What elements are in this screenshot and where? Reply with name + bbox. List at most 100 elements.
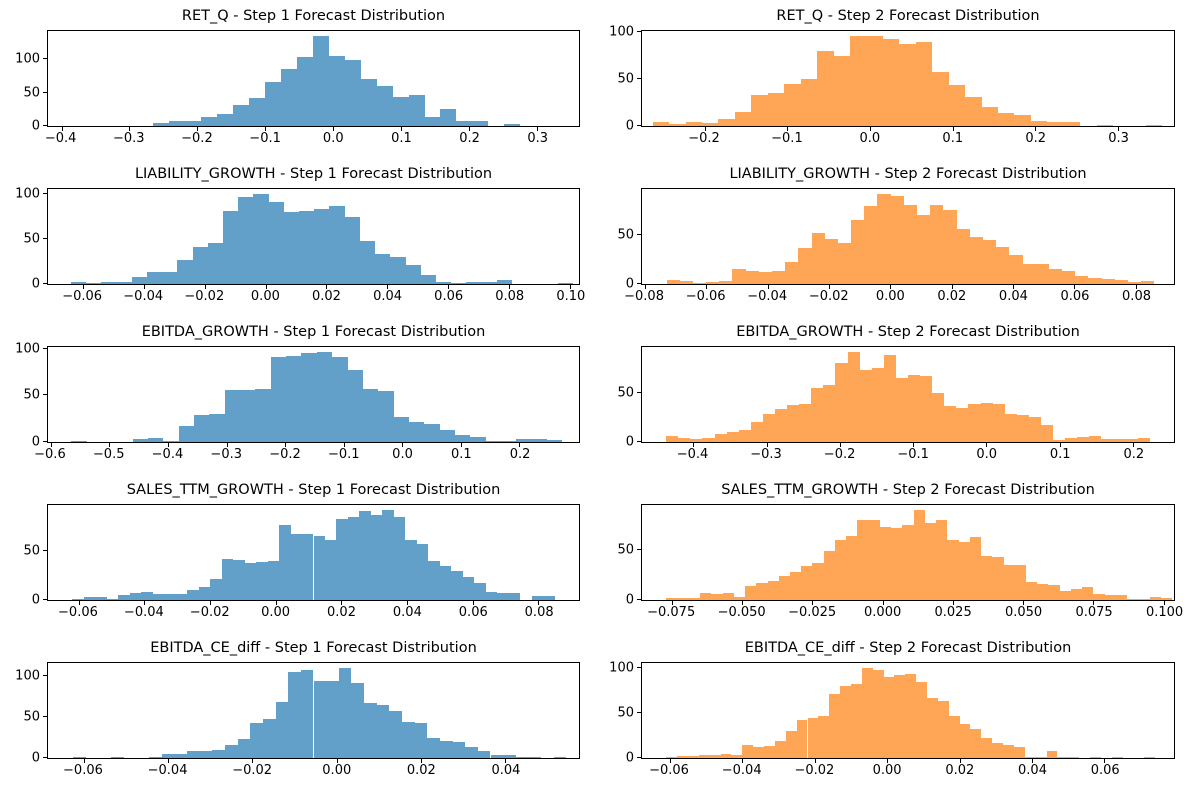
histogram-bar	[405, 539, 417, 600]
histogram-bar	[71, 441, 87, 442]
x-tick-label: 0.02	[327, 605, 356, 620]
x-tick-label: −0.02	[808, 289, 849, 304]
x-tick-label: −0.5	[92, 447, 125, 462]
histogram-bar	[894, 674, 906, 758]
histogram-bar	[262, 718, 276, 758]
x-tick-label: 0.02	[937, 289, 967, 304]
x-tick-label: 0.025	[934, 605, 972, 620]
histogram-bar	[264, 82, 281, 126]
histogram-bar	[420, 275, 436, 284]
x-tick-label: −0.06	[62, 289, 103, 304]
histogram-bar	[164, 594, 176, 600]
x-tick-label: 0.0	[392, 447, 413, 462]
subplot-title: EBITDA_GROWTH - Step 2 Forecast Distribu…	[736, 324, 1080, 340]
x-tick-label: 0.06	[434, 289, 464, 304]
histogram-bar	[1037, 583, 1049, 600]
histogram-bar	[364, 702, 377, 758]
histogram-bar	[516, 439, 532, 442]
x-tick-label: −0.1	[771, 131, 803, 146]
histogram-bar	[1128, 282, 1142, 284]
histogram-bar	[72, 599, 84, 600]
y-tick-mark	[43, 347, 47, 349]
x-tick-label: −0.2	[269, 447, 301, 462]
x-tick-mark	[505, 759, 507, 763]
subplot: EBITDA_GROWTH - Step 2 Forecast Distribu…	[594, 316, 1189, 474]
histogram-bar	[811, 387, 824, 442]
y-tick-label: 100	[15, 186, 40, 202]
histogram-bar	[1004, 414, 1017, 442]
histogram-bar	[313, 680, 327, 758]
histogram-bar	[393, 517, 406, 600]
histogram-bar	[943, 210, 957, 284]
x-tick-mark	[1013, 285, 1015, 289]
x-tick-label: 0.2	[1025, 131, 1047, 146]
x-tick-mark	[1032, 759, 1034, 763]
x-tick-mark	[672, 601, 674, 605]
histogram-bar	[95, 597, 107, 600]
histogram-bar	[956, 407, 969, 442]
histogram-bar	[992, 556, 1004, 600]
histogram-bar	[944, 405, 957, 442]
histogram-bar	[485, 592, 498, 600]
plot-area: 0 50	[617, 188, 1175, 291]
histogram-bar	[224, 389, 241, 442]
histogram-bar	[70, 282, 87, 284]
histogram-bar	[314, 208, 330, 284]
histogram-bar	[163, 441, 179, 442]
histogram-bar	[1062, 271, 1076, 284]
y-tick-label: 0	[31, 750, 40, 766]
histogram-bar	[392, 97, 409, 126]
histogram-bar	[472, 120, 489, 126]
x-tick-mark	[326, 285, 328, 289]
x-tick-mark	[829, 285, 831, 289]
y-tick-mark	[43, 441, 47, 442]
y-tick-label: 0	[31, 592, 40, 608]
histogram-bar	[970, 729, 982, 758]
subplot-title: SALES_TTM_GROWTH - Step 2 Forecast Distr…	[721, 482, 1095, 498]
x-tick-mark	[569, 285, 571, 289]
y-tick-mark	[637, 667, 641, 669]
histogram-bar	[920, 376, 933, 442]
histogram-bar	[864, 206, 878, 284]
x-axis-tick-labels: −0.06 −0.04 −0.02 0.00 0.02 0.04 0.06 0.08	[47, 601, 580, 619]
x-tick-mark	[1104, 759, 1106, 763]
y-tick-mark	[43, 715, 47, 717]
histogram-bar	[408, 95, 425, 126]
histogram-bar	[965, 96, 982, 126]
x-tick-mark	[61, 127, 63, 131]
histogram-bar	[362, 388, 379, 442]
x-tick-label: −0.04	[147, 763, 188, 778]
histogram-bar	[221, 559, 234, 600]
x-tick-mark	[343, 443, 345, 447]
histogram-bar	[850, 683, 862, 758]
x-tick-mark	[870, 127, 871, 131]
y-tick-mark	[43, 58, 47, 60]
y-tick-mark	[637, 599, 641, 600]
x-tick-mark	[536, 127, 538, 131]
x-tick-label: −0.3	[112, 131, 145, 146]
histogram-bar	[300, 670, 314, 758]
histogram-bar	[1016, 415, 1029, 442]
histogram-bar	[690, 439, 703, 442]
x-axis-tick-labels: −0.06 −0.04 −0.02 0.00 0.02 0.04 0.06 0.08 0.10	[47, 285, 585, 304]
histogram-bar	[927, 698, 938, 758]
x-tick-label: −0.04	[123, 605, 164, 620]
histogram-bar	[240, 389, 256, 442]
histogram-bar	[846, 535, 858, 600]
histogram-bar	[106, 599, 119, 600]
histogram-bar	[685, 122, 703, 126]
histogram-bar	[742, 744, 754, 758]
histogram-bar	[485, 441, 501, 442]
subplot-title: SALES_TTM_GROWTH - Step 1 Forecast Distr…	[126, 482, 501, 498]
histogram-bar	[428, 561, 440, 600]
y-tick-label: 50	[617, 385, 634, 401]
histogram-bar	[891, 527, 903, 600]
histogram-bar	[877, 193, 891, 284]
histogram-bar	[652, 122, 670, 126]
x-tick-label: 0.04	[491, 763, 521, 778]
x-tick-label: 0.02	[406, 763, 436, 778]
histogram-bar	[1075, 276, 1089, 284]
x-tick-label: 0.1	[391, 131, 412, 146]
histogram-bar	[669, 124, 686, 126]
histogram-bar	[253, 193, 269, 284]
